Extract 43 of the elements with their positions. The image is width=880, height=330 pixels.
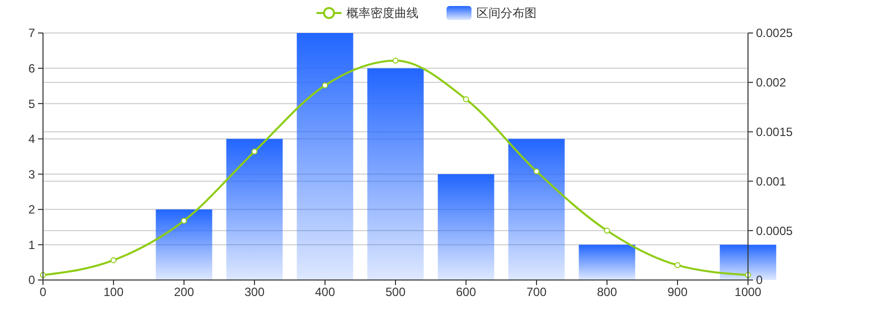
x-tick-label: 900 bbox=[667, 285, 688, 299]
point bbox=[604, 228, 610, 234]
x-tick-label: 500 bbox=[385, 285, 406, 299]
bar bbox=[156, 209, 212, 280]
bar bbox=[226, 138, 283, 280]
y-tick-label: 7 bbox=[28, 26, 36, 40]
x-tick-label: 600 bbox=[456, 285, 476, 299]
x-tick-label: 200 bbox=[174, 285, 194, 299]
point bbox=[322, 82, 328, 88]
point bbox=[463, 96, 469, 102]
y2-tick-label: 0 bbox=[756, 273, 763, 288]
x-tick-label: 300 bbox=[244, 285, 265, 299]
y-tick-label: 3 bbox=[28, 167, 36, 182]
bar bbox=[578, 244, 636, 280]
y-tick-label: 4 bbox=[28, 132, 36, 146]
y-tick-label: 0 bbox=[28, 273, 36, 288]
x-tick-label: 1000 bbox=[734, 285, 762, 299]
y2-tick-label: 0.0015 bbox=[756, 125, 794, 139]
legend-label: 概率密度曲线 bbox=[346, 6, 418, 20]
point bbox=[534, 168, 540, 174]
bar bbox=[367, 68, 424, 280]
y2-tick-label: 0.002 bbox=[756, 76, 786, 90]
point bbox=[252, 148, 258, 155]
point bbox=[674, 262, 680, 268]
bar bbox=[508, 138, 565, 280]
point bbox=[392, 58, 398, 64]
x-tick-label: 700 bbox=[526, 285, 547, 299]
bar bbox=[296, 33, 354, 280]
legend-label: 区间分布图 bbox=[476, 6, 536, 20]
y2-tick-label: 0.0025 bbox=[756, 26, 794, 40]
y-tick-label: 1 bbox=[28, 238, 36, 252]
point bbox=[110, 257, 116, 264]
y-tick-label: 6 bbox=[28, 61, 36, 76]
bar bbox=[438, 174, 494, 280]
x-tick-label: 100 bbox=[103, 285, 124, 299]
y2-tick-label: 0.0005 bbox=[756, 224, 794, 238]
x-tick-label: 0 bbox=[40, 285, 47, 299]
point bbox=[181, 218, 187, 224]
x-tick-label: 800 bbox=[596, 285, 618, 299]
y-tick-label: 2 bbox=[28, 202, 36, 217]
x-tick-label: 400 bbox=[314, 285, 336, 299]
y-tick-label: 5 bbox=[28, 96, 36, 111]
y2-tick-label: 0.001 bbox=[756, 174, 786, 188]
